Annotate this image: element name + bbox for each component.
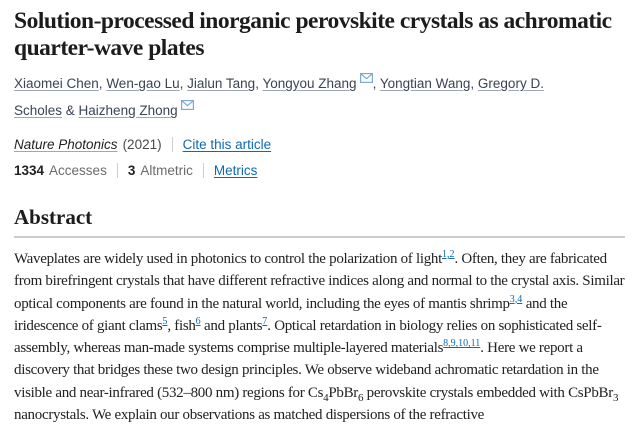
journal-link[interactable]: Nature Photonics bbox=[14, 137, 118, 152]
accesses-count: 1334 bbox=[14, 163, 45, 178]
citation-ref-link[interactable]: 6 bbox=[195, 315, 201, 327]
page-title: Solution-processed inorganic perovskite … bbox=[14, 8, 612, 61]
author-link[interactable]: Wen-gao Lu bbox=[106, 76, 180, 91]
chem-subscript: 3 bbox=[612, 391, 619, 404]
abstract-text: . Often, they are fabricated from birefr… bbox=[14, 251, 625, 312]
author-separator: & bbox=[62, 103, 79, 118]
divider bbox=[116, 163, 118, 178]
author-link[interactable]: Yongyou Zhang bbox=[262, 76, 357, 91]
abstract-text: nanocrystals. We explain our observation… bbox=[14, 407, 485, 424]
citation-ref-link[interactable]: 7 bbox=[262, 315, 268, 327]
chem-subscript: 6 bbox=[358, 391, 364, 404]
abstract-text: and the iridescence of giant clams bbox=[14, 295, 568, 334]
abstract-paragraph: Waveplates are widely used in photonics … bbox=[14, 248, 625, 426]
abstract-text: perovskite crystals embedded with CsPbBr bbox=[363, 384, 614, 401]
author-separator: , bbox=[98, 76, 107, 91]
envelope-icon[interactable] bbox=[180, 95, 194, 117]
abstract-text: . Optical retardation in biology relies … bbox=[14, 317, 602, 357]
citation-ref-link[interactable]: 1,2 bbox=[441, 249, 455, 260]
author-separator: , bbox=[372, 76, 380, 91]
author-separator: , bbox=[255, 76, 263, 91]
altmetric-count: 3 bbox=[127, 163, 136, 178]
divider bbox=[202, 163, 204, 178]
abstract-text: . Here we report a discovery that bridge… bbox=[14, 340, 599, 401]
journal-year: (2021) bbox=[122, 137, 162, 152]
author-link[interactable]: Xiaomei Chen bbox=[14, 76, 99, 91]
author-list: Xiaomei Chen, Wen-gao Lu, Jialun Tang, Y… bbox=[14, 68, 582, 122]
abstract-text: PbBr bbox=[328, 384, 358, 401]
abstract-divider bbox=[14, 236, 625, 238]
author-separator: , bbox=[470, 76, 478, 91]
envelope-icon[interactable] bbox=[359, 68, 373, 90]
abstract-text: , fish bbox=[167, 317, 196, 334]
abstract-heading: Abstract bbox=[14, 205, 93, 229]
altmetric-label: Altmetric bbox=[140, 163, 193, 178]
accesses-label: Accesses bbox=[49, 163, 107, 178]
citation-ref-link[interactable]: 8,9,10,11 bbox=[443, 338, 481, 350]
cite-article-link[interactable]: Cite this article bbox=[182, 137, 272, 152]
abstract-text: and plants bbox=[200, 317, 263, 334]
abstract-text: Waveplates are widely used in photonics … bbox=[14, 251, 442, 267]
citation-ref-link[interactable]: 5 bbox=[162, 315, 168, 327]
author-link[interactable]: Yongtian Wang bbox=[379, 76, 471, 91]
chem-subscript: 4 bbox=[323, 391, 329, 404]
journal-row: Nature Photonics (2021) Cite this articl… bbox=[14, 136, 625, 153]
author-separator: , bbox=[179, 76, 188, 91]
citation-ref-link[interactable]: 3,4 bbox=[509, 293, 523, 305]
metrics-row: 1334 Accesses 3 Altmetric Metrics bbox=[14, 162, 625, 179]
author-link[interactable]: Jialun Tang bbox=[187, 76, 256, 91]
divider bbox=[171, 137, 173, 152]
author-link[interactable]: Gregory D. Scholes bbox=[14, 76, 544, 118]
metrics-link[interactable]: Metrics bbox=[213, 163, 258, 178]
author-link[interactable]: Haizheng Zhong bbox=[78, 103, 178, 118]
